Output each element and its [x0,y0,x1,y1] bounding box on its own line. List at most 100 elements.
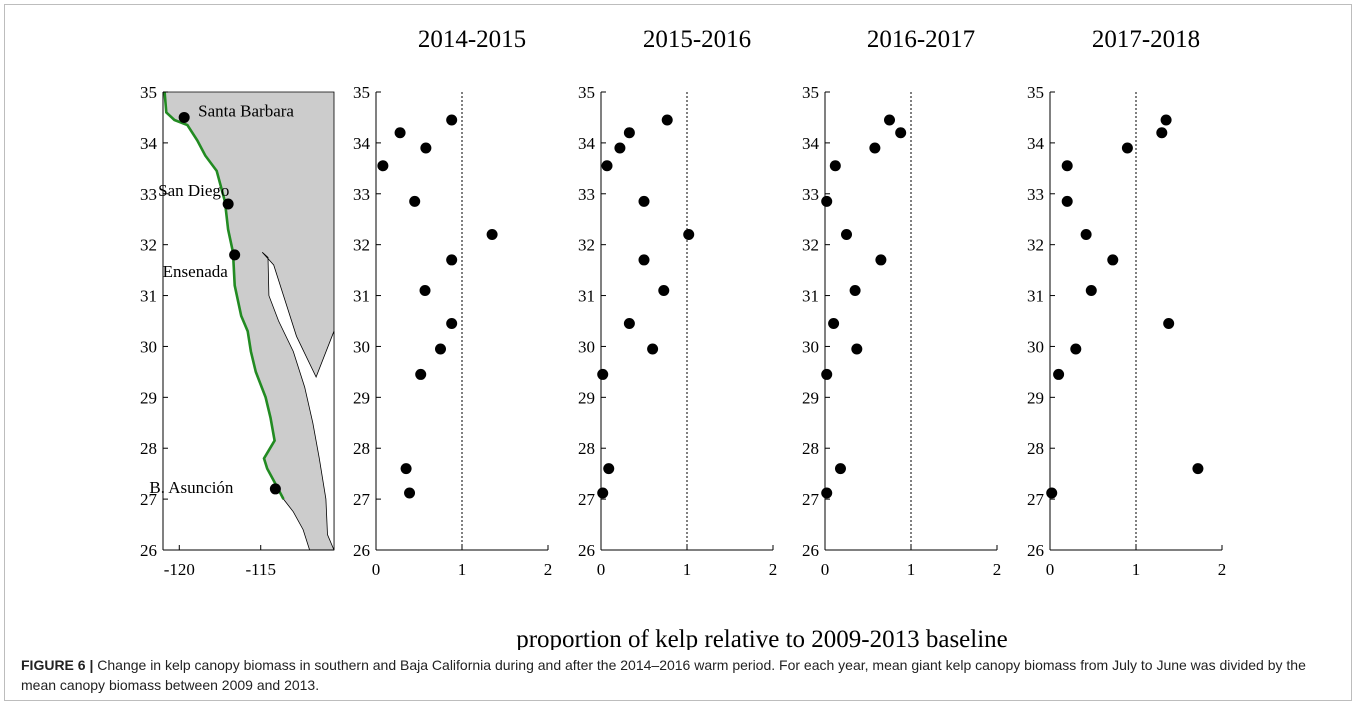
map-location-marker [269,483,281,495]
y-tick-label: 30 [353,337,370,356]
data-point [1046,487,1058,499]
x-tick-label: 1 [458,560,467,579]
y-tick-label: 31 [802,287,819,306]
figure-canvas: 26 27 28 29 30 31 32 33 34 35 -120 -115 Santa Barba… [140,26,1226,650]
data-point [446,318,458,330]
data-point [486,228,498,240]
y-tick-label: 26 [1027,541,1044,560]
y-tick-label: 34 [1027,134,1045,153]
y-tick-label: 30 [802,337,819,356]
y-tick-label: 32 [353,236,370,255]
y-tick-label: 34 [578,134,596,153]
data-point [400,463,412,475]
data-point [647,343,659,355]
scatter-panel: 2014-2015 26 27 28 29 30 31 32 33 34 35 0 1 2 [353,26,552,579]
data-point [435,343,446,355]
map-y-tick-label: 27 [140,490,158,509]
y-tick-label: 32 [1027,236,1044,255]
y-tick-label: 28 [578,439,595,458]
x-tick-label: 0 [1046,560,1055,579]
data-point [1192,463,1204,475]
data-point [603,463,615,475]
y-tick-label: 33 [353,185,370,204]
map-y-tick-label: 31 [140,287,157,306]
x-tick-label: 2 [769,560,778,579]
scatter-panels: 2014-2015 26 27 28 29 30 31 32 33 34 35 0 1 2 2015-201… [353,26,1226,579]
map-location-label: Ensenada [163,262,229,281]
data-point [821,195,833,207]
y-tick-label: 31 [353,287,370,306]
data-point [851,343,863,355]
scatter-panel: 2017-2018 26 27 28 29 30 31 32 33 34 35 0 1 2 [1027,26,1226,579]
map-x-tick-label: -120 [164,560,195,579]
panel-title: 2017-2018 [1092,26,1200,53]
data-point [875,254,887,266]
caption-label: FIGURE 6 | [21,657,94,673]
data-point [394,127,406,139]
x-tick-label: 2 [1218,560,1227,579]
y-tick-label: 30 [1027,337,1044,356]
y-tick-label: 35 [802,83,819,102]
y-tick-label: 29 [802,388,819,407]
x-tick-label: 0 [372,560,381,579]
data-point [1080,228,1092,240]
y-tick-label: 35 [578,83,595,102]
y-tick-label: 33 [1027,185,1044,204]
x-tick-label: 0 [597,560,606,579]
coastline-kelp [163,91,285,500]
map-location-marker [178,111,190,123]
data-point [415,368,427,380]
map-location-label: Santa Barbara [198,101,294,120]
panel-title: 2014-2015 [418,26,526,53]
caption-text: Change in kelp canopy biomass in souther… [21,657,1306,693]
y-tick-label: 32 [578,236,595,255]
data-point [821,368,833,380]
data-point [1107,254,1119,266]
panel-title: 2016-2017 [867,26,975,53]
x-tick-label: 2 [544,560,553,579]
map-y-tick-label: 35 [140,83,157,102]
y-tick-label: 27 [1027,490,1045,509]
figure-frame: 26 27 28 29 30 31 32 33 34 35 -120 -115 Santa Barba… [4,4,1352,701]
y-tick-label: 28 [1027,439,1044,458]
y-tick-label: 29 [353,388,370,407]
data-point [1121,142,1133,154]
data-point [683,228,695,240]
y-tick-label: 32 [802,236,819,255]
y-tick-label: 28 [353,439,370,458]
map-location-label: B. Asunción [149,478,234,497]
y-tick-label: 26 [578,541,595,560]
data-point [446,114,458,126]
map-places: Santa Barbara San Diego Ensenada B. Asunció… [149,101,294,496]
y-tick-label: 26 [353,541,370,560]
map-y-tick-label: 30 [140,337,157,356]
data-point [849,284,861,296]
data-point [841,228,852,240]
data-point [869,142,881,154]
x-tick-label: 2 [993,560,1002,579]
data-point [623,127,635,139]
data-point [829,160,841,172]
y-tick-label: 29 [1027,388,1044,407]
data-point [597,487,609,499]
data-point [446,254,458,266]
y-tick-label: 35 [1027,83,1044,102]
data-point [1085,284,1097,296]
y-tick-label: 27 [353,490,371,509]
data-point [1061,195,1073,207]
y-tick-label: 31 [1027,287,1044,306]
data-point [884,114,895,126]
y-tick-label: 31 [578,287,595,306]
y-tick-label: 33 [578,185,595,204]
map-panel: 26 27 28 29 30 31 32 33 34 35 -120 -115 Santa Barba… [140,83,335,579]
map-location-label: San Diego [158,181,229,200]
data-point [834,463,846,475]
x-tick-label: 1 [1132,560,1141,579]
data-point [623,318,635,330]
map-y-tick-label: 29 [140,388,157,407]
data-point [1163,318,1175,330]
y-tick-label: 35 [353,83,370,102]
panel-title: 2015-2016 [643,26,751,53]
scatter-panel: 2016-2017 26 27 28 29 30 31 32 33 34 35 0 1 2 [802,26,1001,579]
data-point [1061,160,1073,172]
